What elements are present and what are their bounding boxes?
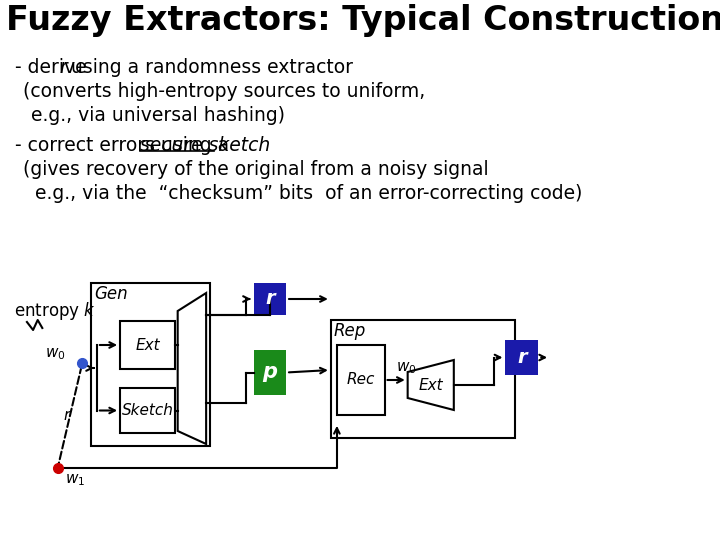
Bar [505, 340, 539, 375]
Text: (converts high-entropy sources to uniform,: (converts high-entropy sources to unifor… [23, 82, 426, 101]
Bar [91, 283, 210, 446]
Text: Rep: Rep [334, 322, 366, 340]
Text: Rec: Rec [346, 373, 375, 388]
Text: e.g., via the  “checksum” bits  of an error-correcting code): e.g., via the “checksum” bits of an erro… [35, 184, 582, 203]
Text: Sketch: Sketch [122, 403, 174, 418]
Text: r: r [59, 58, 67, 77]
Bar [120, 388, 176, 433]
Text: secure sketch: secure sketch [140, 136, 270, 155]
Text: $r$: $r$ [63, 408, 72, 422]
Text: p: p [263, 362, 277, 382]
Text: r: r [517, 348, 527, 367]
Text: (gives recovery of the original from a noisy signal: (gives recovery of the original from a n… [23, 160, 489, 179]
Bar [254, 350, 286, 395]
Text: - derive: - derive [15, 58, 93, 77]
Bar [337, 345, 384, 415]
Text: $w_0$: $w_0$ [396, 360, 417, 376]
Text: r: r [265, 289, 275, 308]
Text: Fuzzy Extractors: Typical Construction: Fuzzy Extractors: Typical Construction [6, 4, 720, 37]
Text: entropy $k$: entropy $k$ [14, 300, 96, 322]
Text: $w_1$: $w_1$ [66, 472, 86, 488]
Text: Ext: Ext [418, 377, 443, 393]
Text: Ext: Ext [135, 338, 160, 353]
Text: using a randomness extractor: using a randomness extractor [66, 58, 354, 77]
Bar [330, 320, 516, 438]
Bar [120, 321, 176, 369]
Text: - correct errors using a: - correct errors using a [15, 136, 235, 155]
Bar [254, 283, 286, 315]
Text: e.g., via universal hashing): e.g., via universal hashing) [31, 106, 285, 125]
Text: $w_0$: $w_0$ [45, 346, 66, 362]
Text: Gen: Gen [94, 285, 127, 303]
